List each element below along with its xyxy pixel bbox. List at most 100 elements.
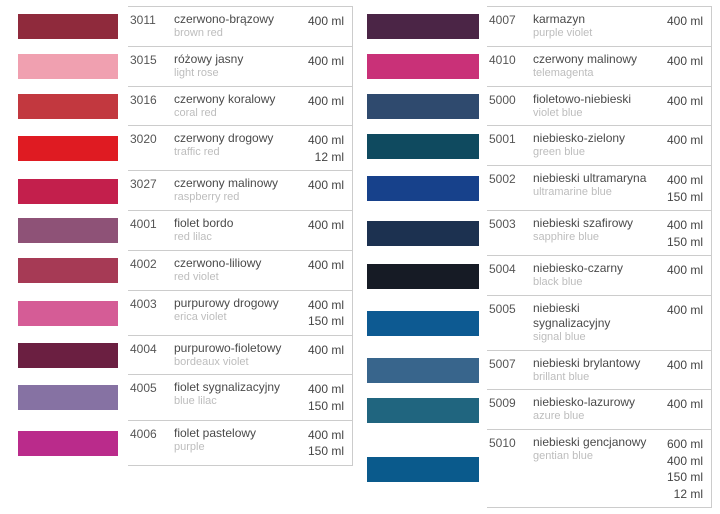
swatch-cell [0,375,128,420]
ral-code: 5001 [489,132,516,147]
row-details: 4003 purpurowy drogowy erica violet 400 … [128,290,353,336]
color-swatch [367,221,479,247]
ral-code: 4001 [130,217,157,232]
ral-code: 5003 [489,217,516,232]
color-name-en: ultramarine blue [533,186,612,198]
ral-code: 4006 [130,426,157,441]
color-row: 4002 czerwono-liliowy red violet 400 ml [0,250,353,291]
ral-code: 5005 [489,301,516,316]
volume-options: 400 ml [307,14,344,28]
color-names: czerwono-liliowy red violet [172,256,298,285]
volume-options: 400 ml [307,342,344,357]
color-row: 5002 niebieski ultramaryna ultramarine b… [359,166,712,212]
row-details: 4001 fiolet bordo red lilac 400 ml [128,211,353,251]
color-row: 3020 czerwony drogowy traffic red 400 ml… [0,126,353,172]
color-swatch [367,263,479,289]
color-names: fioletowo-niebieski violet blue [531,92,657,121]
color-name-pl: karmazyn [533,12,586,26]
color-swatch [18,300,118,326]
color-swatch [18,54,118,80]
color-name-en: signal blue [533,330,586,343]
color-name-pl: czerwono-brązowy [174,12,275,26]
volume-options: 400 ml [666,93,703,108]
color-name-en: brown red [174,27,223,39]
color-name-en: gentian blue [533,450,593,463]
swatch-cell [359,390,487,430]
color-swatch [367,93,479,119]
swatch-cell [359,256,487,296]
color-swatch [18,343,118,369]
color-name-pl: różowy jasny [174,51,244,66]
ral-code: 5000 [489,92,516,107]
color-swatch [367,310,479,336]
volume-options: 400 ml [666,302,703,317]
ral-code: 3016 [130,92,157,107]
color-swatch [18,385,118,411]
color-name-en: erica violet [174,310,227,323]
swatch-cell [0,87,128,127]
swatch-cell [359,47,487,87]
color-name-en: raspberry red [174,191,240,204]
color-names: czerwony malinowy telemagenta [531,52,657,81]
row-details: 4004 purpurowo-fioletowy bordeaux violet… [128,335,353,376]
swatch-cell [359,87,487,127]
color-names: niebieski szafirowy sapphire blue [531,216,657,245]
row-details: 5000 fioletowo-niebieski violet blue 400… [487,86,712,127]
row-details: 4007 karmazyn purple violet 400 ml [487,6,712,47]
color-swatch [18,258,118,284]
volume-options: 400 ml [666,53,703,68]
color-name-pl: niebiesko-czarny [533,261,624,276]
ral-code: 3015 [130,52,157,67]
color-name-pl: fioletowo-niebieski [533,91,632,106]
color-name-pl: fiolet sygnalizacyjny [174,380,281,395]
ral-code: 4007 [489,13,516,27]
volume-options: 400 ml 150 ml [307,427,344,459]
volume-options: 400 ml [666,397,703,412]
ral-code: 4004 [130,341,157,356]
color-chart-column-right: 4007 karmazyn purple violet 400 ml 4010 … [359,6,712,509]
color-name-en: sapphire blue [533,231,600,244]
ral-code: 5010 [489,436,516,451]
swatch-cell [0,126,128,171]
row-details: 5009 niebiesko-lazurowy azure blue 400 m… [487,390,712,431]
ral-code: 4002 [130,256,157,271]
row-details: 3015 różowy jasny light rose 400 ml [128,46,353,87]
color-name-en: violet blue [533,106,583,119]
color-names: niebiesko-lazurowy azure blue [531,395,657,424]
color-names: fiolet sygnalizacyjny blue lilac [172,380,298,409]
color-swatch [367,133,479,159]
color-name-en: bordeaux violet [174,355,249,368]
color-name-en: red violet [174,270,219,283]
row-details: 5007 niebieski brylantowy brillant blue … [487,350,712,391]
color-names: niebieski sygnalizacyjny signal blue [531,301,657,345]
row-details: 3016 czerwony koralowy coral red 400 ml [128,86,353,127]
swatch-cell [0,291,128,336]
color-swatch [18,13,118,39]
color-name-pl: niebiesko-zielony [533,131,626,146]
color-names: niebiesko-zielony green blue [531,131,657,160]
color-swatch [367,358,479,384]
color-name-pl: czerwony koralowy [174,91,276,106]
color-name-en: blue lilac [174,395,217,408]
color-row: 4003 purpurowy drogowy erica violet 400 … [0,290,353,336]
row-details: 5001 niebiesko-zielony green blue 400 ml [487,126,712,166]
row-details: 3020 czerwony drogowy traffic red 400 ml… [128,126,353,172]
color-name-en: coral red [174,106,217,119]
swatch-cell [359,166,487,211]
color-swatch [367,176,479,202]
color-swatch [367,54,479,80]
color-row: 4005 fiolet sygnalizacyjny blue lilac 40… [0,375,353,421]
color-name-en: red lilac [174,231,212,244]
color-swatch [18,93,118,119]
ral-code: 3027 [130,177,157,192]
volume-options: 400 ml [307,218,344,233]
color-names: czerwony drogowy traffic red [172,131,298,160]
row-details: 3027 czerwony malinowy raspberry red 400… [128,171,353,212]
color-row: 5004 niebiesko-czarny black blue 400 ml [359,256,712,296]
row-details: 5005 niebieski sygnalizacyjny signal blu… [487,295,712,351]
color-row: 4004 purpurowo-fioletowy bordeaux violet… [0,335,353,376]
color-name-pl: fiolet bordo [174,216,234,231]
volume-options: 400 ml [307,93,344,108]
ral-code: 3020 [130,132,157,147]
